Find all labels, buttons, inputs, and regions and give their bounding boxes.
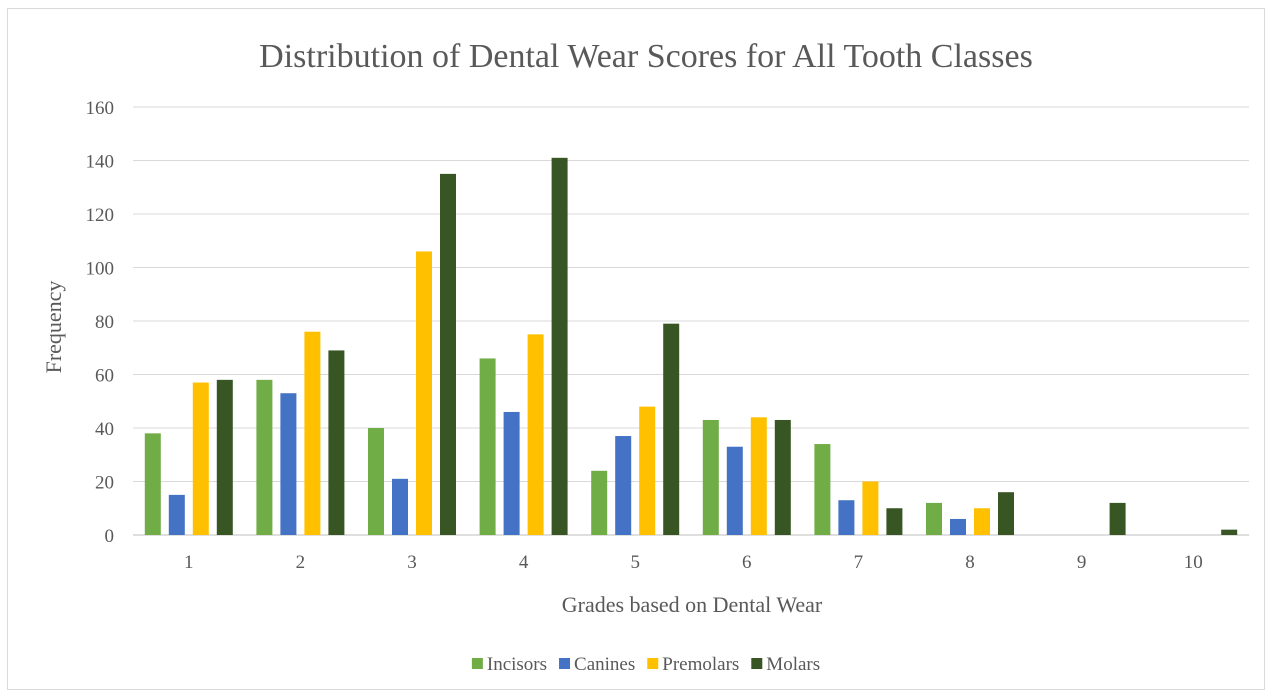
bar-premolars-7 [862, 481, 879, 535]
bars [144, 157, 1238, 535]
bar-premolars-3 [416, 251, 432, 535]
bar-canines-3 [392, 478, 408, 535]
legend-label: Premolars [662, 654, 739, 675]
x-tick-label: 1 [184, 552, 194, 573]
bar-premolars-5 [639, 406, 656, 535]
bar-incisors-2 [256, 379, 273, 535]
bar-premolars-8 [974, 508, 990, 535]
legend-item-molars: Molars [751, 654, 820, 675]
bar-molars-7 [886, 508, 903, 535]
x-tick-label: 5 [630, 552, 640, 573]
x-axis-ticks: 1 2 3 4 5 6 7 8 9 10 [184, 552, 1203, 573]
y-axis-ticks: 0 20 40 60 80 100 120 140 160 [86, 98, 115, 547]
bar-canines-8 [950, 518, 966, 535]
y-axis-title: Frequency [41, 281, 66, 374]
bar-molars-3 [440, 173, 456, 535]
legend-item-premolars: Premolars [647, 654, 739, 675]
bar-incisors-5 [591, 470, 608, 535]
bar-premolars-2 [304, 331, 321, 535]
bar-molars-1 [216, 379, 233, 535]
legend-swatch [751, 658, 763, 669]
bar-incisors-7 [814, 444, 831, 535]
legend-label: Canines [574, 654, 635, 675]
y-tick-label: 160 [86, 98, 115, 119]
bar-molars-10 [1221, 529, 1238, 535]
bar-premolars-6 [750, 417, 767, 535]
y-tick-label: 0 [105, 526, 115, 547]
legend-label: Incisors [487, 654, 547, 675]
legend-item-canines: Canines [559, 654, 635, 675]
x-tick-label: 4 [519, 552, 529, 573]
legend-label: Molars [766, 654, 820, 675]
bar-incisors-4 [479, 358, 496, 535]
x-tick-label: 8 [965, 552, 975, 573]
bar-canines-4 [503, 411, 520, 535]
y-tick-label: 120 [86, 205, 115, 226]
bar-incisors-3 [368, 428, 384, 535]
bar-molars-5 [663, 323, 680, 535]
x-tick-label: 10 [1184, 552, 1203, 573]
bar-molars-9 [1109, 502, 1126, 535]
gridlines [133, 106, 1249, 536]
bar-canines-1 [168, 494, 185, 535]
x-axis-title: Grades based on Dental Wear [562, 592, 823, 617]
bar-incisors-6 [702, 419, 719, 535]
y-tick-label: 100 [86, 259, 115, 280]
legend-swatch [471, 658, 483, 669]
bar-molars-2 [328, 350, 345, 535]
bar-molars-6 [774, 419, 791, 535]
bar-molars-8 [998, 492, 1014, 535]
x-tick-label: 2 [296, 552, 306, 573]
bar-premolars-1 [192, 382, 209, 535]
x-tick-label: 7 [854, 552, 864, 573]
bar-molars-4 [551, 157, 568, 535]
legend: Incisors Canines Premolars Molars [471, 654, 820, 675]
bar-canines-7 [838, 500, 855, 535]
y-tick-label: 40 [95, 419, 114, 440]
bar-canines-6 [726, 446, 743, 535]
x-tick-label: 6 [742, 552, 752, 573]
bar-chart: Distribution of Dental Wear Scores for A… [41, 38, 1249, 675]
y-tick-label: 20 [95, 473, 114, 494]
y-tick-label: 60 [95, 366, 114, 387]
legend-swatch [559, 658, 571, 669]
bar-incisors-1 [144, 433, 161, 535]
bar-canines-5 [615, 436, 632, 535]
legend-item-incisors: Incisors [471, 654, 547, 675]
bar-canines-2 [280, 393, 297, 535]
chart-container: Distribution of Dental Wear Scores for A… [7, 8, 1265, 690]
chart-title: Distribution of Dental Wear Scores for A… [259, 38, 1033, 75]
y-tick-label: 140 [86, 152, 115, 173]
y-tick-label: 80 [95, 312, 114, 333]
bar-premolars-4 [527, 334, 544, 535]
x-tick-label: 3 [407, 552, 417, 573]
legend-swatch [647, 658, 659, 669]
x-tick-label: 9 [1077, 552, 1087, 573]
bar-incisors-8 [926, 502, 942, 535]
